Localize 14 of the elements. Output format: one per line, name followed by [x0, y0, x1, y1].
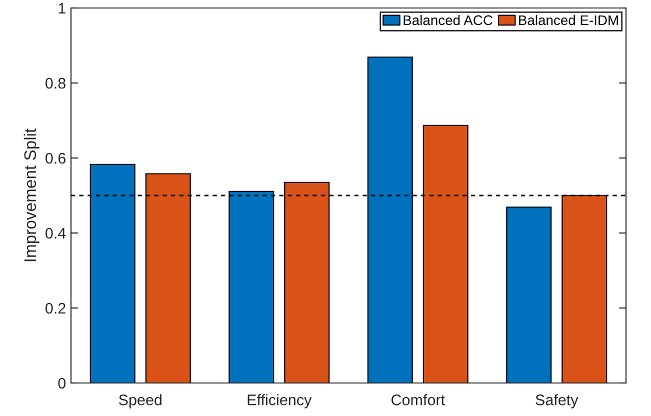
x-tick-label: Speed: [118, 394, 162, 408]
y-tick-label: 0.8: [46, 78, 66, 89]
y-tick-label: 1: [58, 3, 66, 14]
y-tick-label: 0.6: [46, 152, 66, 164]
y-tick-label: 0.2: [46, 302, 66, 314]
y-tick-label: 0: [58, 378, 66, 389]
x-tick-label: Comfort: [391, 394, 445, 406]
x-tick-label: Efficiency: [248, 394, 312, 408]
bar: [506, 206, 552, 383]
legend-label: Balanced ACC: [404, 14, 492, 26]
y-axis-title: Improvement Split: [24, 128, 40, 262]
legend-label: Balanced E-IDM: [519, 14, 618, 26]
y-tick-label: 0.4: [46, 228, 66, 239]
x-tick-label: Safety: [536, 394, 578, 408]
